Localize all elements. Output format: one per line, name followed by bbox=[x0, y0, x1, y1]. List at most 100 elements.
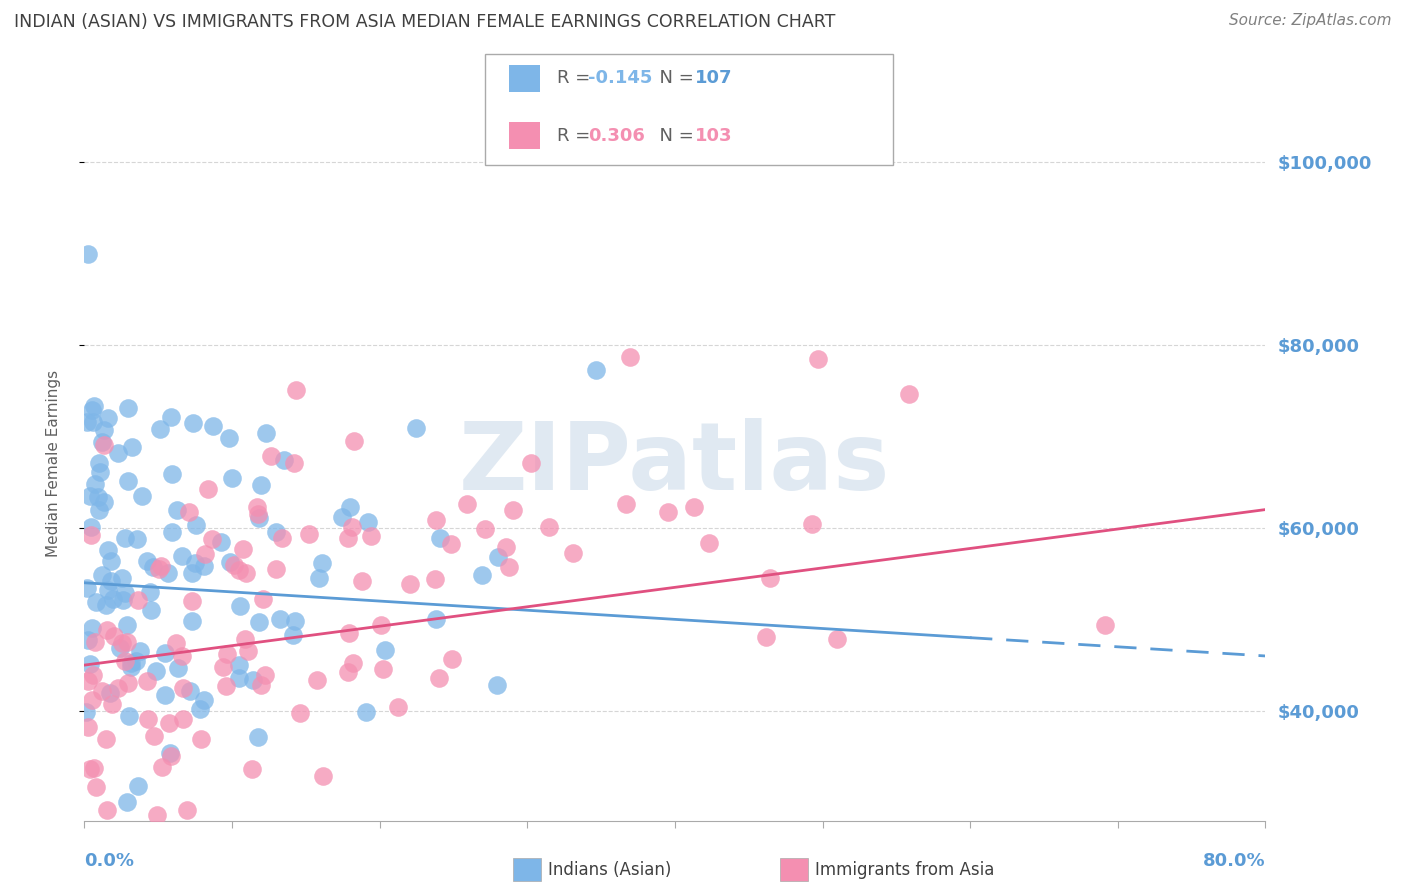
Point bbox=[77, 632, 100, 647]
Point bbox=[117, 401, 139, 415]
Point bbox=[143, 729, 166, 743]
Text: ZIPatlas: ZIPatlas bbox=[460, 417, 890, 510]
Point bbox=[181, 566, 204, 580]
Point bbox=[125, 654, 148, 668]
Point bbox=[232, 541, 254, 556]
Point bbox=[342, 657, 364, 671]
Point bbox=[360, 529, 382, 543]
Point bbox=[614, 497, 637, 511]
Point bbox=[98, 686, 121, 700]
Point bbox=[87, 457, 110, 471]
Text: N =: N = bbox=[648, 70, 700, 87]
Point bbox=[339, 500, 361, 515]
Point bbox=[91, 435, 114, 450]
Point bbox=[89, 466, 111, 480]
Text: 0.0%: 0.0% bbox=[84, 852, 135, 870]
Point bbox=[77, 247, 100, 261]
Point bbox=[221, 471, 243, 485]
Point bbox=[100, 554, 122, 568]
Point bbox=[538, 519, 561, 533]
Point bbox=[228, 563, 250, 577]
Point bbox=[252, 591, 274, 606]
Point bbox=[159, 748, 181, 763]
Point bbox=[283, 456, 305, 470]
Point bbox=[425, 513, 447, 527]
Point bbox=[425, 612, 447, 626]
Point bbox=[150, 760, 173, 774]
Point bbox=[82, 668, 104, 682]
Point bbox=[150, 559, 173, 574]
Point bbox=[135, 554, 157, 568]
Point bbox=[209, 534, 232, 549]
Point bbox=[387, 700, 409, 714]
Point bbox=[107, 446, 129, 460]
Point bbox=[166, 661, 188, 675]
Point bbox=[120, 656, 142, 670]
Point bbox=[188, 702, 211, 716]
Point bbox=[201, 532, 224, 546]
Point bbox=[471, 568, 494, 582]
Point bbox=[112, 593, 135, 607]
Point bbox=[97, 583, 120, 598]
Point bbox=[807, 351, 830, 366]
Point bbox=[337, 626, 360, 640]
Text: INDIAN (ASIAN) VS IMMIGRANTS FROM ASIA MEDIAN FEMALE EARNINGS CORRELATION CHART: INDIAN (ASIAN) VS IMMIGRANTS FROM ASIA M… bbox=[14, 13, 835, 31]
Point bbox=[82, 415, 104, 429]
Point bbox=[101, 592, 124, 607]
Point bbox=[311, 557, 333, 571]
Point bbox=[498, 560, 520, 574]
Point bbox=[80, 527, 103, 541]
Point bbox=[755, 631, 778, 645]
Point bbox=[114, 586, 136, 600]
Point bbox=[229, 599, 252, 613]
Point bbox=[136, 712, 159, 726]
Point bbox=[233, 632, 256, 646]
Point bbox=[260, 450, 283, 464]
Point bbox=[127, 593, 149, 607]
Point bbox=[370, 618, 392, 632]
Point bbox=[249, 478, 271, 492]
Point bbox=[91, 684, 114, 698]
Point bbox=[131, 490, 153, 504]
Point bbox=[1094, 618, 1116, 632]
Point bbox=[619, 350, 641, 364]
Point bbox=[157, 566, 180, 581]
Point bbox=[337, 665, 360, 680]
Point bbox=[165, 636, 187, 650]
Point bbox=[80, 520, 103, 534]
Point bbox=[96, 623, 118, 637]
Point bbox=[115, 635, 138, 649]
Point bbox=[427, 671, 450, 685]
Point bbox=[117, 676, 139, 690]
Point bbox=[111, 571, 134, 585]
Point bbox=[76, 720, 98, 734]
Point bbox=[96, 803, 118, 817]
Point bbox=[249, 678, 271, 692]
Point bbox=[139, 585, 162, 599]
Point bbox=[84, 780, 107, 794]
Point bbox=[247, 615, 270, 629]
Point bbox=[218, 555, 240, 569]
Point bbox=[115, 795, 138, 809]
Point bbox=[97, 542, 120, 557]
Point bbox=[181, 614, 204, 628]
Point bbox=[197, 482, 219, 496]
Point bbox=[82, 693, 104, 707]
Point bbox=[215, 647, 238, 661]
Point bbox=[284, 383, 307, 397]
Point bbox=[91, 568, 114, 582]
Point bbox=[228, 657, 250, 672]
Text: R =: R = bbox=[557, 127, 602, 145]
Point bbox=[308, 571, 330, 585]
Point bbox=[181, 593, 204, 607]
Point bbox=[405, 421, 427, 435]
Point bbox=[354, 705, 377, 719]
Point bbox=[114, 654, 136, 668]
Point bbox=[172, 712, 194, 726]
Point bbox=[236, 644, 259, 658]
Point bbox=[184, 556, 207, 570]
Text: 107: 107 bbox=[695, 70, 733, 87]
Point bbox=[121, 441, 143, 455]
Point bbox=[520, 457, 543, 471]
Point bbox=[212, 660, 235, 674]
